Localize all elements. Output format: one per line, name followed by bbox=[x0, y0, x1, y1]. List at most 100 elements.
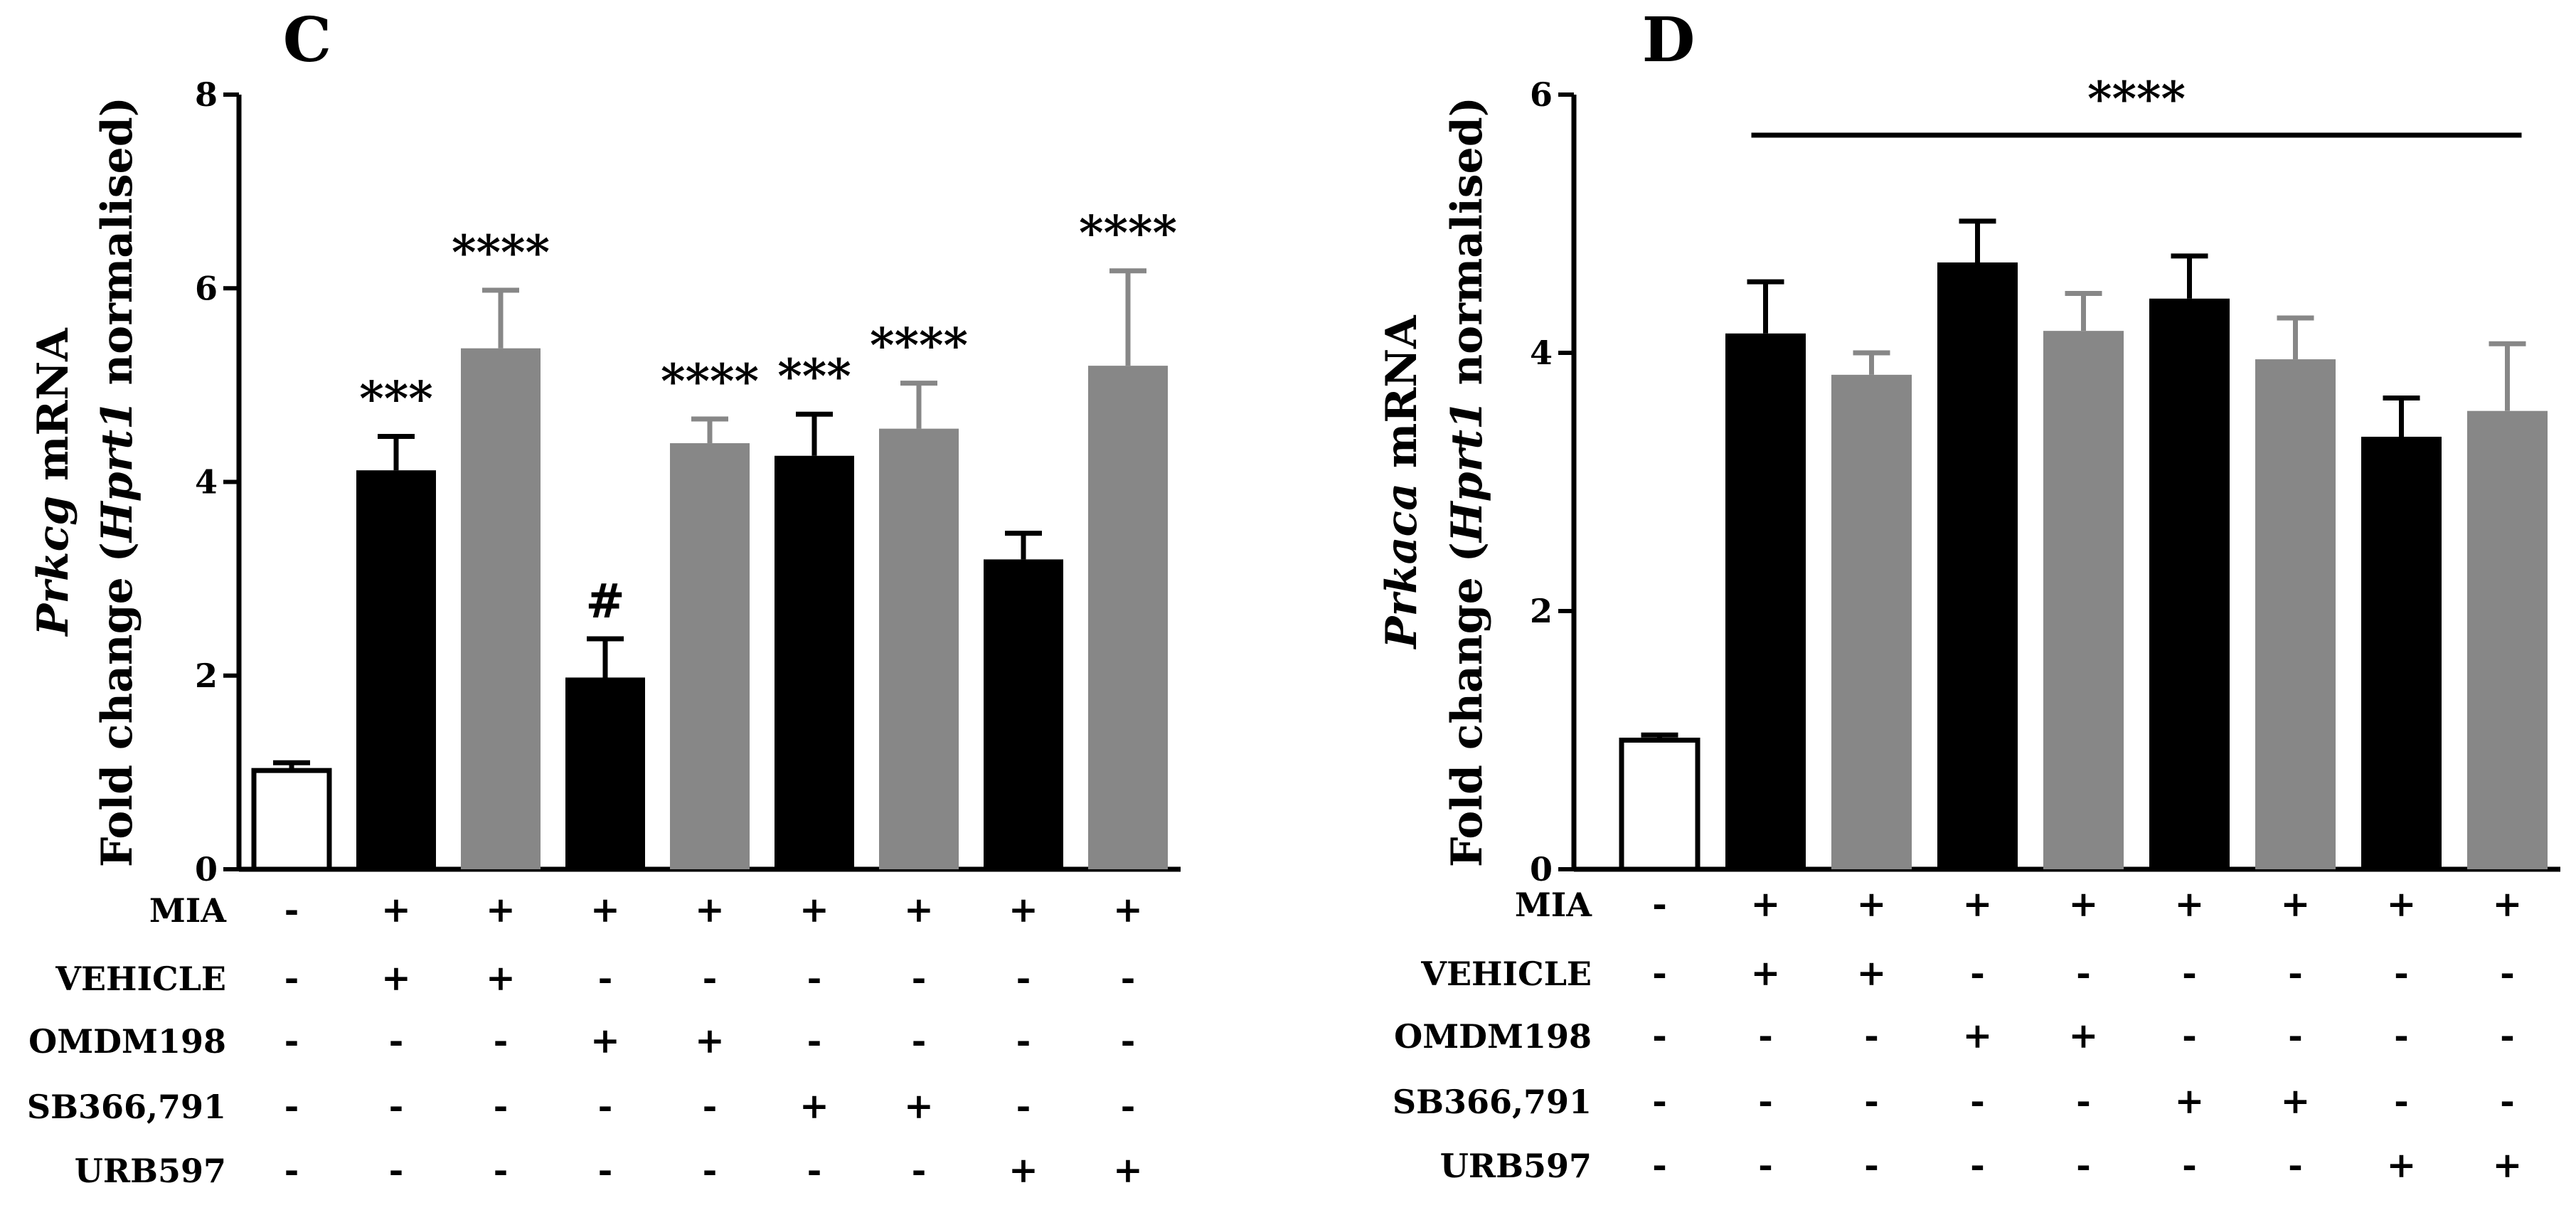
treatment-minus: - bbox=[1970, 1144, 1985, 1186]
y-axis-label: Fold change (Hprt1 normalised) bbox=[1442, 97, 1492, 867]
treatment-minus: - bbox=[1970, 952, 1985, 994]
treatment-plus: + bbox=[1751, 952, 1781, 994]
treatment-plus: + bbox=[799, 1085, 829, 1127]
treatment-minus: - bbox=[284, 1149, 299, 1191]
treatment-minus: - bbox=[2500, 952, 2515, 994]
bar bbox=[879, 428, 959, 869]
significance-label: **** bbox=[1079, 206, 1177, 261]
y-tick-label: 6 bbox=[195, 269, 218, 307]
treatment-minus: - bbox=[807, 1149, 822, 1191]
treatment-minus: - bbox=[2076, 1080, 2091, 1122]
y-tick-label: 6 bbox=[1530, 75, 1553, 114]
significance-label: # bbox=[585, 573, 624, 629]
treatment-plus: + bbox=[2281, 883, 2311, 925]
treatment-plus: + bbox=[381, 888, 411, 930]
treatment-plus: + bbox=[2387, 1144, 2417, 1186]
treatment-minus: - bbox=[2500, 1014, 2515, 1056]
treatment-plus: + bbox=[381, 957, 411, 999]
bar bbox=[670, 443, 750, 869]
treatment-minus: - bbox=[703, 1149, 718, 1191]
treatment-minus: - bbox=[1016, 1085, 1031, 1127]
treatment-minus: - bbox=[389, 1085, 404, 1127]
treatment-plus: + bbox=[2175, 883, 2205, 925]
treatment-minus: - bbox=[912, 1149, 927, 1191]
significance-label: *** bbox=[777, 349, 851, 404]
significance-label: **** bbox=[870, 318, 968, 373]
treatment-minus: - bbox=[1652, 883, 1667, 925]
treatment-label: VEHICLE bbox=[55, 960, 226, 998]
bar bbox=[2043, 331, 2124, 869]
treatment-minus: - bbox=[2394, 1014, 2409, 1056]
bar bbox=[1937, 262, 2018, 869]
treatment-minus: - bbox=[1016, 1019, 1031, 1061]
treatment-minus: - bbox=[494, 1149, 509, 1191]
treatment-label: URB597 bbox=[75, 1152, 226, 1190]
panel-label: D bbox=[1642, 4, 1696, 76]
y-tick-label: 0 bbox=[195, 850, 218, 888]
treatment-plus: + bbox=[2069, 1014, 2099, 1056]
treatment-minus: - bbox=[284, 957, 299, 999]
y-tick-label: 0 bbox=[1530, 850, 1553, 888]
treatment-plus: + bbox=[2069, 883, 2099, 925]
y-tick-label: 2 bbox=[1530, 592, 1553, 630]
treatment-minus: - bbox=[1121, 1085, 1136, 1127]
treatment-minus: - bbox=[1758, 1080, 1773, 1122]
treatment-minus: - bbox=[2288, 1144, 2303, 1186]
y-tick-label: 4 bbox=[195, 463, 218, 501]
significance-label: **** bbox=[661, 354, 759, 409]
treatment-label: SB366,791 bbox=[27, 1088, 226, 1126]
treatment-minus: - bbox=[2182, 952, 2197, 994]
treatment-minus: - bbox=[1758, 1014, 1773, 1056]
treatment-minus: - bbox=[1970, 1080, 1985, 1122]
treatment-minus: - bbox=[284, 888, 299, 930]
treatment-minus: - bbox=[598, 957, 613, 999]
bar bbox=[2361, 436, 2442, 869]
treatment-minus: - bbox=[2394, 1080, 2409, 1122]
y-axis-label: Fold change (Hprt1 normalised) bbox=[92, 97, 142, 867]
treatment-minus: - bbox=[1121, 1019, 1136, 1061]
bar bbox=[2467, 410, 2548, 869]
treatment-minus: - bbox=[494, 1085, 509, 1127]
treatment-plus: + bbox=[1113, 888, 1143, 930]
treatment-label: VEHICLE bbox=[1420, 955, 1592, 993]
treatment-plus: + bbox=[2281, 1080, 2311, 1122]
treatment-minus: - bbox=[1652, 1080, 1667, 1122]
treatment-minus: - bbox=[389, 1019, 404, 1061]
treatment-minus: - bbox=[1016, 957, 1031, 999]
treatment-plus: + bbox=[2493, 883, 2523, 925]
treatment-minus: - bbox=[598, 1085, 613, 1127]
y-tick-label: 8 bbox=[195, 75, 218, 114]
treatment-label: URB597 bbox=[1440, 1147, 1592, 1185]
bar bbox=[2149, 298, 2230, 869]
treatment-plus: + bbox=[695, 1019, 725, 1061]
treatment-label: OMDM198 bbox=[1394, 1017, 1592, 1056]
treatment-plus: + bbox=[1113, 1149, 1143, 1191]
significance-label: *** bbox=[359, 371, 433, 427]
treatment-label: MIA bbox=[1515, 886, 1592, 924]
bar bbox=[251, 768, 332, 872]
treatment-minus: - bbox=[703, 1085, 718, 1127]
treatment-minus: - bbox=[1652, 1014, 1667, 1056]
bar bbox=[984, 559, 1063, 869]
y-tick-label: 2 bbox=[195, 657, 218, 695]
treatment-minus: - bbox=[1758, 1144, 1773, 1186]
treatment-minus: - bbox=[2076, 1144, 2091, 1186]
bar bbox=[1619, 738, 1701, 872]
bar bbox=[775, 455, 854, 869]
treatment-minus: - bbox=[2182, 1014, 2197, 1056]
treatment-plus: + bbox=[904, 888, 934, 930]
treatment-minus: - bbox=[284, 1085, 299, 1127]
bar bbox=[2255, 359, 2336, 869]
y-tick-label: 4 bbox=[1530, 334, 1553, 372]
treatment-minus: - bbox=[2394, 952, 2409, 994]
treatment-plus: + bbox=[1857, 952, 1887, 994]
treatment-minus: - bbox=[1864, 1144, 1879, 1186]
treatment-label: MIA bbox=[149, 891, 227, 930]
y-axis-label-gene: Prkaca mRNA bbox=[1377, 314, 1427, 650]
y-axis-label-gene: Prkcg mRNA bbox=[28, 327, 78, 637]
treatment-label: SB366,791 bbox=[1393, 1083, 1592, 1121]
treatment-plus: + bbox=[590, 1019, 620, 1061]
bar bbox=[1725, 333, 1806, 869]
treatment-label: OMDM198 bbox=[28, 1022, 226, 1061]
